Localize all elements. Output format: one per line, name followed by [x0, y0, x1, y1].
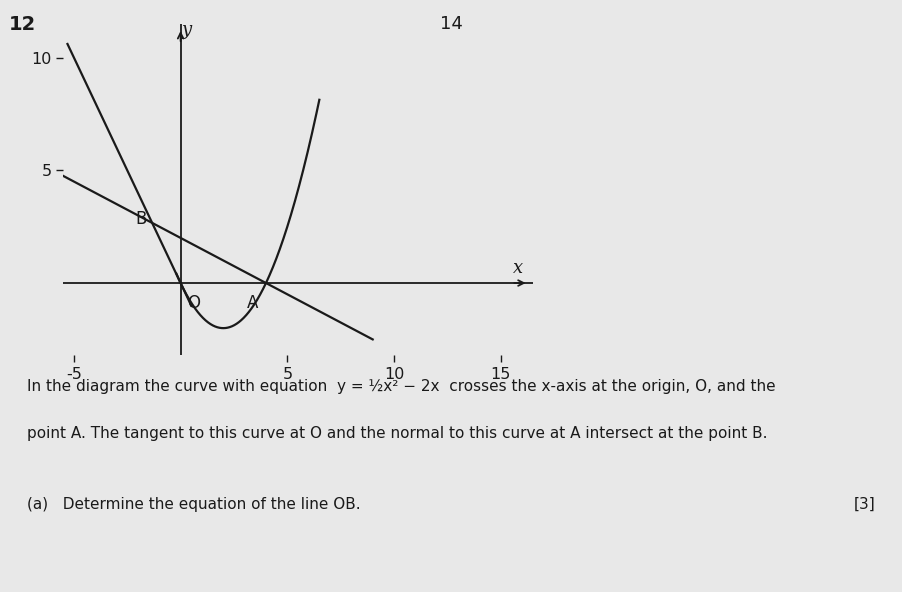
Text: [3]: [3]: [853, 497, 875, 512]
Text: x: x: [512, 259, 522, 278]
Text: 12: 12: [9, 15, 36, 34]
Text: O: O: [187, 294, 199, 313]
Text: B: B: [135, 210, 147, 228]
Text: point A. The tangent to this curve at O and the normal to this curve at A inters: point A. The tangent to this curve at O …: [27, 426, 767, 441]
Text: 14: 14: [439, 15, 463, 33]
Text: In the diagram the curve with equation  y = ½x² − 2x  crosses the x-axis at the : In the diagram the curve with equation y…: [27, 379, 775, 394]
Text: y: y: [181, 21, 192, 40]
Text: A: A: [247, 294, 258, 313]
Text: (a)   Determine the equation of the line OB.: (a) Determine the equation of the line O…: [27, 497, 360, 512]
